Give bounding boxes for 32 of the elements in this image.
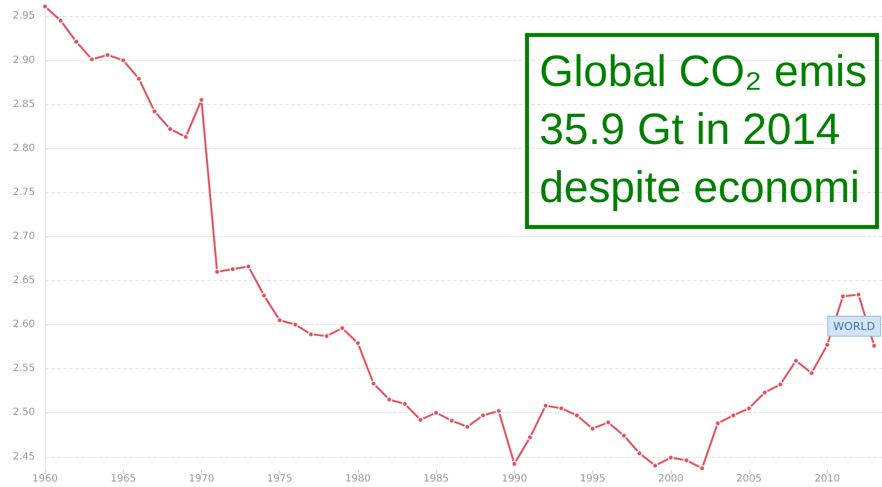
point: [574, 412, 580, 418]
x-tick-label: 1960: [32, 474, 58, 484]
x-tick-label: 1995: [580, 474, 606, 484]
x-tick-label: 2010: [814, 474, 840, 484]
x-tick-label: 1975: [266, 474, 292, 484]
y-tick-label: 2.60: [12, 319, 35, 330]
y-tick-label: 2.85: [12, 98, 35, 110]
point: [73, 38, 80, 45]
x-tick-label: 1985: [423, 474, 449, 484]
x-tick-label: 2000: [658, 474, 684, 484]
x-tick-label: 1990: [502, 474, 528, 484]
point: [636, 450, 643, 456]
y-tick-label: 2.65: [12, 275, 35, 286]
point: [167, 126, 174, 132]
y-tick-label: 2.90: [12, 54, 35, 66]
x-tick-label: 1980: [345, 474, 371, 484]
y-tick-label: 2.80: [12, 142, 35, 154]
point: [480, 412, 486, 418]
y-tick-label: 2.45: [12, 451, 35, 462]
y-tick-label: 2.50: [12, 407, 35, 418]
y-tick-label: 2.55: [12, 363, 35, 374]
y-tick-label: 2.95: [12, 10, 35, 22]
point: [620, 432, 627, 439]
x-tick-label: 1965: [110, 474, 136, 484]
note-box: Global CO₂ emis 35.9 Gt in 2014 despite economi: [525, 33, 879, 229]
y-tick-label: 2.75: [12, 186, 35, 198]
y-tick-label: 2.70: [12, 231, 35, 242]
x-tick-label: 2005: [736, 474, 762, 484]
point: [152, 108, 158, 114]
point: [58, 18, 64, 24]
x-tick-label: 1970: [188, 474, 214, 484]
series-label: WORLD: [833, 320, 876, 333]
